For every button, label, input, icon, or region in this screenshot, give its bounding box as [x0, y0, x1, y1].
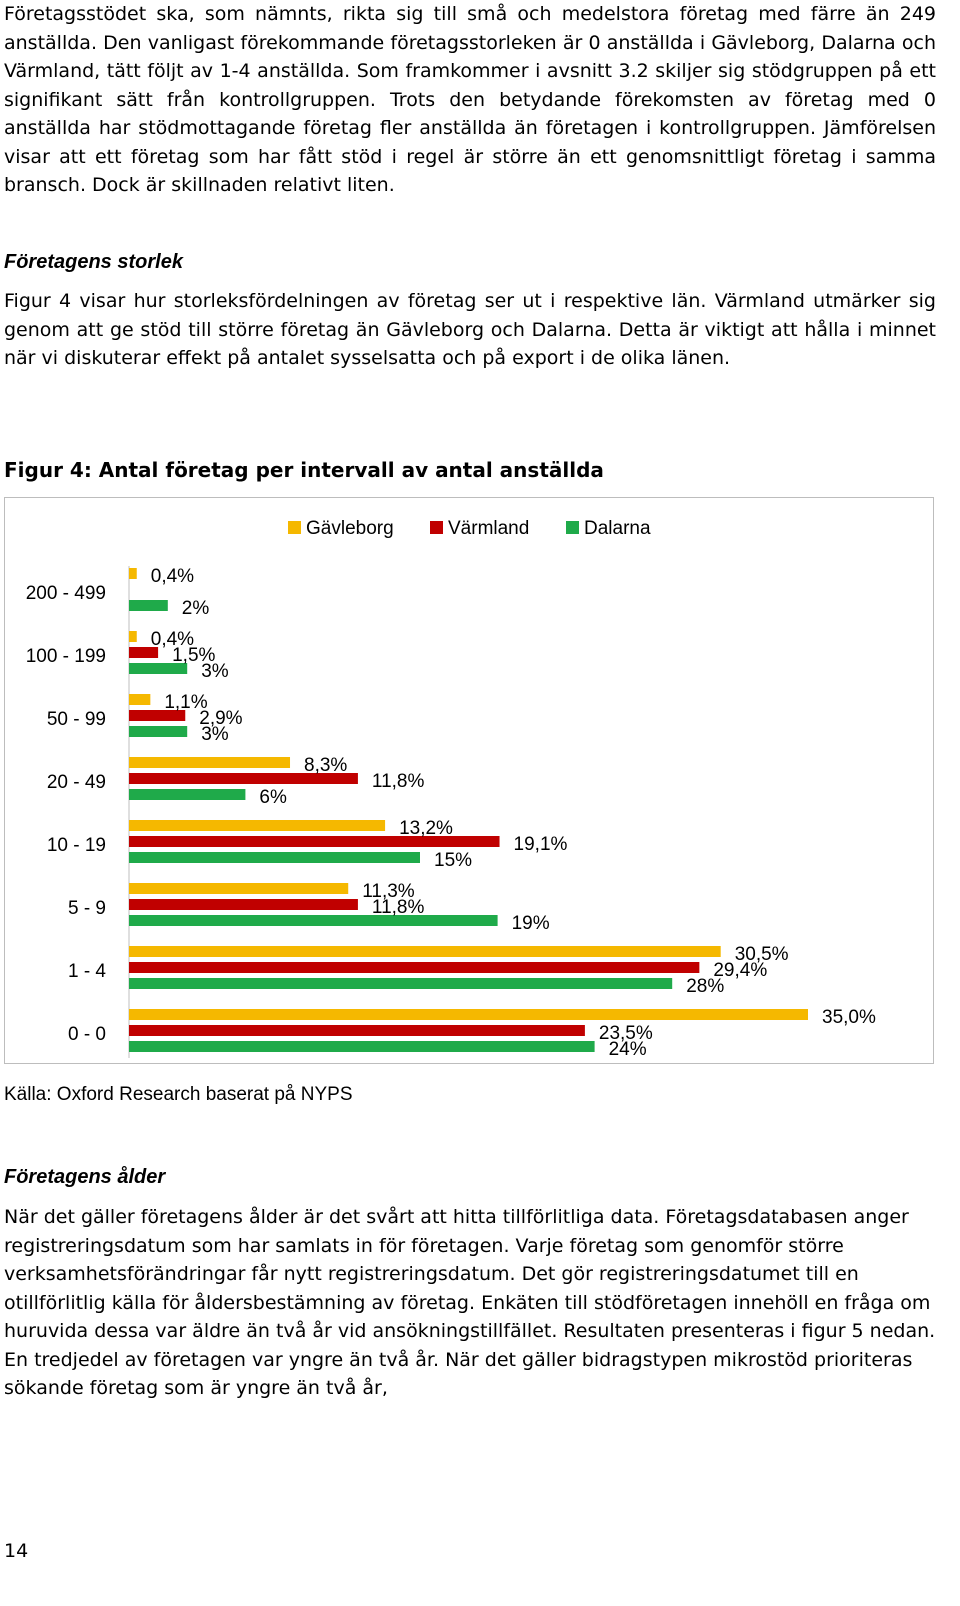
data-label-2-0: 2%	[182, 598, 210, 619]
data-label-0-6: 30,5%	[735, 944, 789, 965]
legend-swatch-0	[288, 521, 301, 534]
bar-2-5	[129, 915, 498, 926]
category-label: 50 - 99	[47, 709, 106, 730]
size-heading: Företagens storlek	[4, 251, 183, 273]
intro-paragraph: Företagsstödet ska, som nämnts, rikta si…	[4, 3, 936, 196]
bar-0-2	[129, 694, 151, 705]
data-label-2-4: 15%	[434, 850, 472, 871]
bar-2-0	[129, 600, 168, 611]
legend-swatch-1	[430, 521, 443, 534]
category-label: 5 - 9	[68, 898, 106, 919]
data-label-1-5: 11,8%	[372, 897, 425, 918]
bar-2-2	[129, 726, 188, 737]
data-label-2-1: 3%	[201, 661, 229, 682]
legend-label-0: Gävleborg	[306, 518, 394, 539]
figure-source: Källa: Oxford Research baserat på NYPS	[4, 1084, 353, 1105]
bar-1-4	[129, 836, 500, 847]
bar-0-0	[129, 568, 137, 579]
data-label-2-2: 3%	[201, 724, 229, 745]
data-label-1-3: 11,8%	[372, 771, 425, 792]
data-label-0-3: 8,3%	[304, 755, 347, 776]
data-label-1-2: 2,9%	[199, 708, 242, 729]
bars	[129, 568, 808, 1052]
data-label-0-0: 0,4%	[151, 566, 194, 587]
bar-0-3	[129, 757, 291, 768]
data-labels: 0,4% 0,4% 1,1% 8,3% 13,2% 11,3% 30,5% 35,0% 1,5%…	[151, 566, 876, 1060]
legend-swatch-2	[566, 521, 579, 534]
legend-label-1: Värmland	[448, 518, 529, 539]
bar-2-3	[129, 789, 246, 800]
bar-0-7	[129, 1009, 808, 1020]
legend-label-2: Dalarna	[584, 518, 651, 539]
data-label-2-7: 24%	[609, 1039, 647, 1060]
category-label: 20 - 49	[47, 772, 106, 793]
chart-frame: Gävleborg Värmland Dalarna 200 - 499 100 - …	[4, 497, 934, 1064]
category-label: 10 - 19	[47, 835, 106, 856]
data-label-1-1: 1,5%	[172, 645, 215, 666]
data-label-0-4: 13,2%	[399, 818, 453, 839]
data-label-2-3: 6%	[259, 787, 287, 808]
bar-1-7	[129, 1025, 585, 1036]
bar-2-4	[129, 852, 420, 863]
chart-legend: Gävleborg Värmland Dalarna	[288, 518, 651, 539]
bar-2-6	[129, 978, 673, 989]
data-label-0-5: 11,3%	[362, 881, 415, 902]
bar-0-1	[129, 631, 137, 642]
category-labels: 200 - 499 100 - 199 50 - 99 20 - 49 10 - 19 5…	[26, 583, 107, 1045]
age-paragraph: När det gäller företagens ålder är det s…	[4, 1206, 936, 1399]
data-label-2-6: 28%	[686, 976, 724, 997]
bar-1-3	[129, 773, 358, 784]
bar-1-5	[129, 899, 358, 910]
bar-2-7	[129, 1041, 595, 1052]
bar-0-4	[129, 820, 386, 831]
category-label: 200 - 499	[26, 583, 106, 604]
bar-1-1	[129, 647, 159, 658]
data-label-1-7: 23,5%	[599, 1023, 653, 1044]
bar-1-2	[129, 710, 186, 721]
category-label: 100 - 199	[26, 646, 106, 667]
data-label-1-6: 29,4%	[713, 960, 767, 981]
category-label: 0 - 0	[68, 1024, 106, 1045]
bar-0-5	[129, 883, 349, 894]
age-heading: Företagens ålder	[4, 1166, 166, 1188]
bar-1-6	[129, 962, 700, 973]
bar-0-6	[129, 946, 721, 957]
figure-title: Figur 4: Antal företag per intervall av …	[4, 458, 604, 482]
size-paragraph: Figur 4 visar hur storleksfördelningen a…	[4, 290, 936, 369]
page-number: 14	[4, 1540, 29, 1562]
data-label-0-7: 35,0%	[822, 1007, 876, 1028]
data-label-0-2: 1,1%	[164, 692, 207, 713]
bar-2-1	[129, 663, 188, 674]
category-label: 1 - 4	[68, 961, 106, 982]
data-label-1-4: 19,1%	[514, 834, 568, 855]
data-label-2-5: 19%	[512, 913, 550, 934]
bar-chart: Gävleborg Värmland Dalarna 200 - 499 100 - …	[26, 518, 876, 1060]
data-label-0-1: 0,4%	[151, 629, 194, 650]
